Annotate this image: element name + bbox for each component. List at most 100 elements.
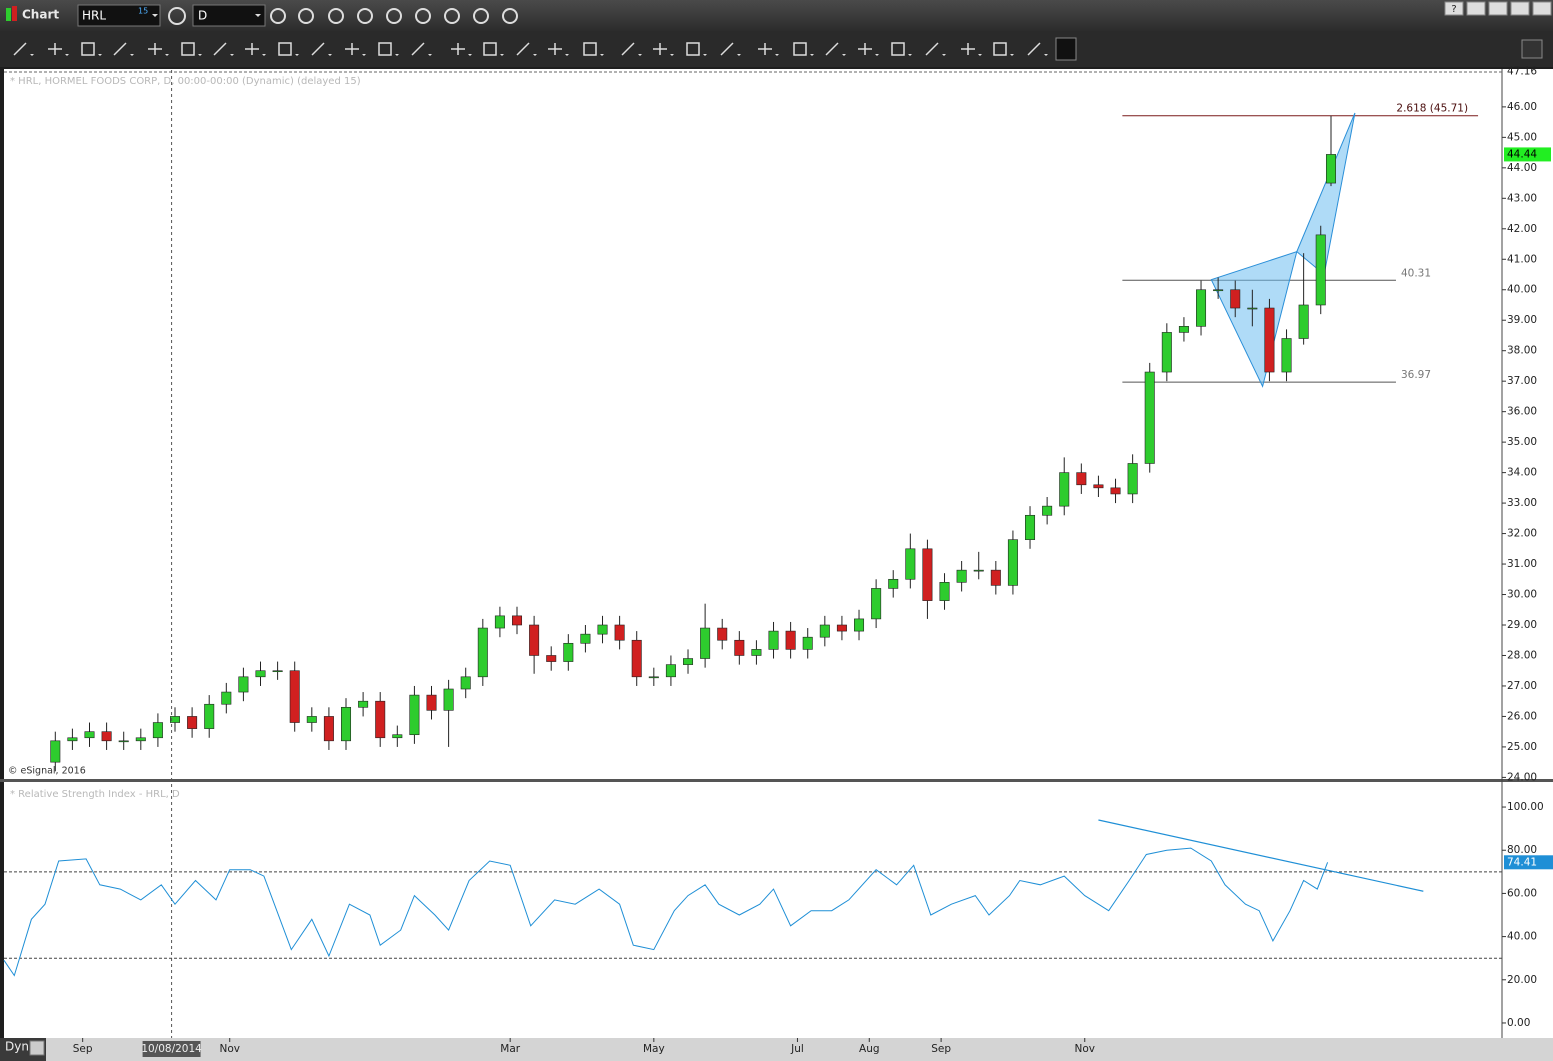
help-label[interactable]: ?: [1451, 4, 1456, 15]
tool-dropdown[interactable]: [842, 54, 846, 56]
tool-dropdown[interactable]: [65, 54, 69, 56]
tool-icon[interactable]: [720, 42, 734, 56]
tool-icon[interactable]: [758, 43, 772, 55]
tool-dropdown[interactable]: [98, 54, 102, 56]
title-icon[interactable]: [415, 8, 431, 24]
tool-dropdown[interactable]: [1044, 54, 1048, 56]
y-tick-label: 40.00: [1507, 931, 1537, 943]
tool-dropdown[interactable]: [810, 54, 814, 56]
tool-icon[interactable]: [48, 43, 62, 55]
symbol-input[interactable]: [77, 4, 161, 27]
tool-dropdown[interactable]: [230, 54, 234, 56]
tool-icon[interactable]: [1027, 42, 1041, 56]
tool-icon[interactable]: [483, 42, 497, 56]
tool-dropdown[interactable]: [565, 54, 569, 56]
tool-dropdown[interactable]: [262, 54, 266, 56]
title-icon[interactable]: [328, 8, 344, 24]
tool-dropdown[interactable]: [295, 54, 299, 56]
title-icon[interactable]: [386, 8, 402, 24]
tool-icon[interactable]: [213, 42, 227, 56]
tool-dropdown[interactable]: [600, 54, 604, 56]
tool-dropdown[interactable]: [533, 54, 537, 56]
tool-icon[interactable]: [345, 43, 359, 55]
tool-icon[interactable]: [891, 42, 905, 56]
tool-dropdown[interactable]: [362, 54, 366, 56]
tool-dropdown[interactable]: [468, 54, 472, 56]
tool-icon[interactable]: [181, 42, 195, 56]
tool-icon[interactable]: [378, 42, 392, 56]
dropdown-arrow[interactable]: [152, 14, 158, 17]
tool-dropdown[interactable]: [30, 54, 34, 56]
tool-dropdown[interactable]: [395, 54, 399, 56]
tool-dropdown[interactable]: [703, 54, 707, 56]
y-tick-label: 0.00: [1507, 1017, 1530, 1029]
title-icon[interactable]: [473, 8, 489, 24]
y-tick-label: 33.00: [1507, 497, 1537, 509]
tool-icon[interactable]: [148, 43, 162, 55]
close-button[interactable]: [1532, 1, 1552, 16]
magnet-tool[interactable]: [1055, 37, 1077, 61]
tool-icon[interactable]: [825, 42, 839, 56]
tool-icon[interactable]: [961, 43, 975, 55]
tool-icon[interactable]: [993, 42, 1007, 56]
tool-icon[interactable]: [411, 42, 425, 56]
tool-dropdown[interactable]: [638, 54, 642, 56]
tool-dropdown[interactable]: [1010, 54, 1014, 56]
mode-icon[interactable]: [29, 1040, 45, 1056]
tool-icon[interactable]: [516, 42, 530, 56]
tool-dropdown[interactable]: [130, 54, 134, 56]
tool-dropdown[interactable]: [165, 54, 169, 56]
tool-icon[interactable]: [686, 42, 700, 56]
tool-dropdown[interactable]: [670, 54, 674, 56]
maximize-button[interactable]: [1510, 1, 1530, 16]
tool-icon[interactable]: [113, 42, 127, 56]
tool-icon[interactable]: [583, 42, 597, 56]
candle-body: [956, 569, 967, 583]
tool-dropdown[interactable]: [198, 54, 202, 56]
panel-menu[interactable]: [1521, 39, 1543, 59]
symbol[interactable]: HRL: [82, 9, 106, 23]
interval[interactable]: D: [198, 9, 207, 23]
title-icon[interactable]: [444, 8, 460, 24]
tool-dropdown[interactable]: [775, 54, 779, 56]
title-icon[interactable]: [270, 8, 286, 24]
tool-icon[interactable]: [311, 42, 325, 56]
tool-dropdown[interactable]: [908, 54, 912, 56]
tool-icon[interactable]: [451, 43, 465, 55]
candle-body: [734, 639, 745, 656]
tool-icon[interactable]: [621, 42, 635, 56]
mode-label[interactable]: Dyn: [5, 1040, 29, 1054]
tool-icon[interactable]: [278, 42, 292, 56]
tool-dropdown[interactable]: [942, 54, 946, 56]
settings-button[interactable]: [168, 7, 186, 25]
tool-icon[interactable]: [245, 43, 259, 55]
tool-dropdown[interactable]: [978, 54, 982, 56]
tool-dropdown[interactable]: [428, 54, 432, 56]
y-tick-label: 100.00: [1507, 801, 1544, 813]
tool-dropdown[interactable]: [500, 54, 504, 56]
minimize-button[interactable]: [1488, 1, 1508, 16]
tool-icon[interactable]: [858, 43, 872, 55]
candle-body: [836, 624, 847, 632]
tool-icon[interactable]: [793, 42, 807, 56]
candle-body: [1213, 289, 1224, 292]
title-icon[interactable]: [502, 8, 518, 24]
title-icon[interactable]: [357, 8, 373, 24]
tool-dropdown[interactable]: [737, 54, 741, 56]
tool-icon[interactable]: [925, 42, 939, 56]
tool-dropdown[interactable]: [875, 54, 879, 56]
level-label: 36.97: [1401, 369, 1431, 381]
tool-icon[interactable]: [81, 42, 95, 56]
link-button[interactable]: [1466, 1, 1486, 16]
tool-dropdown[interactable]: [328, 54, 332, 56]
y-tick-label: 38.00: [1507, 345, 1537, 357]
dropdown-arrow[interactable]: [255, 14, 261, 17]
help-button[interactable]: [1444, 1, 1464, 16]
tool-icon[interactable]: [548, 43, 562, 55]
interval-input[interactable]: [192, 4, 266, 27]
tool-icon[interactable]: [13, 42, 27, 56]
tool-icon[interactable]: [653, 43, 667, 55]
candle-body: [751, 649, 762, 656]
title-icon[interactable]: [298, 8, 314, 24]
